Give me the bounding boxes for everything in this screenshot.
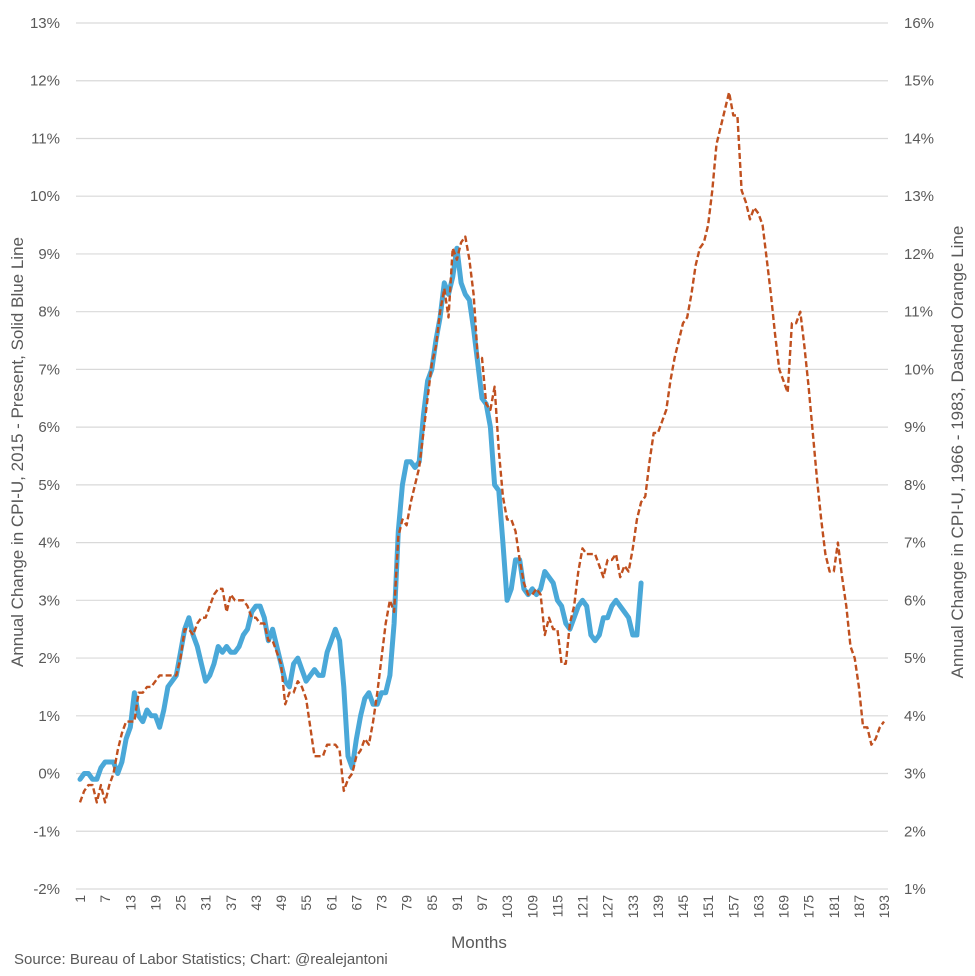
right-y-tick-label: 6% bbox=[904, 592, 926, 609]
left-y-tick-label: 12% bbox=[30, 73, 60, 90]
left-y-tick-label: 5% bbox=[38, 477, 60, 494]
right-y-tick-label: 4% bbox=[904, 708, 926, 725]
x-tick-label: 49 bbox=[273, 895, 289, 911]
x-tick-label: 127 bbox=[600, 895, 616, 919]
left-y-tick-label: 1% bbox=[38, 708, 60, 725]
dashed-orange-line-1966-1983 bbox=[78, 91, 885, 804]
x-axis-ticks: 1 7 13 19 25 31 37 43 49 55 61 67 73 79 85 91 97 103 109 11… bbox=[72, 895, 892, 919]
x-tick-label: 103 bbox=[499, 895, 515, 919]
left-y-tick-label: -2% bbox=[33, 881, 60, 898]
x-tick-label: 55 bbox=[298, 895, 314, 911]
series-group bbox=[77, 91, 885, 804]
x-tick-label: 133 bbox=[625, 895, 641, 919]
right-y-tick-label: 5% bbox=[904, 650, 926, 667]
left-axis-ticks: -2% -1% 0% 1% 2% 3% 4% 5% 6% 7% 8% 9% 10% 11% 12% 13% bbox=[30, 15, 60, 898]
left-y-tick-label: 11% bbox=[31, 130, 60, 147]
right-y-tick-label: 10% bbox=[904, 361, 934, 378]
x-tick-label: 73 bbox=[374, 895, 390, 911]
x-tick-label: 115 bbox=[549, 895, 565, 918]
x-tick-label: 121 bbox=[575, 895, 591, 919]
left-y-tick-label: -1% bbox=[33, 823, 60, 840]
left-y-tick-label: 8% bbox=[38, 304, 60, 321]
left-y-tick-label: 2% bbox=[38, 650, 60, 667]
x-tick-label: 43 bbox=[248, 895, 264, 911]
x-tick-label: 109 bbox=[524, 895, 540, 919]
right-axis-title: Annual Change in CPI-U, 1966 - 1983, Das… bbox=[948, 226, 967, 679]
left-y-tick-label: 3% bbox=[38, 592, 60, 609]
left-y-tick-label: 9% bbox=[38, 246, 60, 263]
right-y-tick-label: 13% bbox=[904, 188, 934, 205]
right-y-tick-label: 1% bbox=[904, 881, 926, 898]
x-tick-label: 139 bbox=[650, 895, 666, 919]
right-y-tick-label: 11% bbox=[904, 304, 933, 321]
x-tick-label: 79 bbox=[399, 895, 415, 911]
gridlines bbox=[76, 22, 888, 890]
x-tick-label: 163 bbox=[750, 895, 766, 919]
x-tick-label: 175 bbox=[801, 895, 817, 919]
x-tick-label: 25 bbox=[173, 895, 189, 911]
x-tick-label: 151 bbox=[700, 895, 716, 919]
right-y-tick-label: 9% bbox=[904, 419, 926, 436]
x-tick-label: 157 bbox=[725, 895, 741, 919]
x-axis-title: Months bbox=[451, 933, 507, 952]
x-tick-label: 1 bbox=[72, 895, 88, 903]
right-y-tick-label: 15% bbox=[904, 73, 934, 90]
x-tick-label: 61 bbox=[323, 895, 339, 911]
x-tick-label: 67 bbox=[348, 895, 364, 911]
left-y-tick-label: 7% bbox=[38, 361, 60, 378]
x-tick-label: 13 bbox=[122, 895, 138, 911]
x-tick-label: 97 bbox=[474, 895, 490, 911]
x-tick-label: 37 bbox=[223, 895, 239, 911]
right-y-tick-label: 2% bbox=[904, 823, 926, 840]
right-y-tick-label: 8% bbox=[904, 477, 926, 494]
solid-blue-line-2015-present bbox=[77, 245, 644, 782]
source-note: Source: Bureau of Labor Statistics; Char… bbox=[14, 951, 388, 968]
left-y-tick-label: 4% bbox=[38, 535, 60, 552]
left-y-tick-label: 6% bbox=[38, 419, 60, 436]
x-tick-label: 181 bbox=[826, 895, 842, 919]
x-tick-label: 193 bbox=[876, 895, 892, 919]
right-y-tick-label: 7% bbox=[904, 535, 926, 552]
right-y-tick-label: 3% bbox=[904, 766, 926, 783]
x-tick-label: 145 bbox=[675, 895, 691, 919]
x-tick-label: 19 bbox=[147, 895, 163, 911]
right-axis-ticks: 1% 2% 3% 4% 5% 6% 7% 8% 9% 10% 11% 12% 13% 14% 15% 16% bbox=[904, 15, 934, 898]
x-tick-label: 31 bbox=[198, 895, 214, 911]
x-tick-label: 187 bbox=[851, 895, 867, 919]
left-y-tick-label: 10% bbox=[30, 188, 60, 205]
left-axis-title: Annual Change in CPI-U, 2015 - Present, … bbox=[8, 237, 27, 667]
x-tick-label: 85 bbox=[424, 895, 440, 911]
right-y-tick-label: 14% bbox=[904, 130, 934, 147]
right-y-tick-label: 16% bbox=[904, 15, 934, 32]
x-tick-label: 91 bbox=[449, 895, 465, 911]
left-y-tick-label: 13% bbox=[30, 15, 60, 32]
x-tick-label: 7 bbox=[97, 895, 113, 903]
left-y-tick-label: 0% bbox=[38, 766, 60, 783]
right-y-tick-label: 12% bbox=[904, 246, 934, 263]
x-tick-label: 169 bbox=[776, 895, 792, 919]
